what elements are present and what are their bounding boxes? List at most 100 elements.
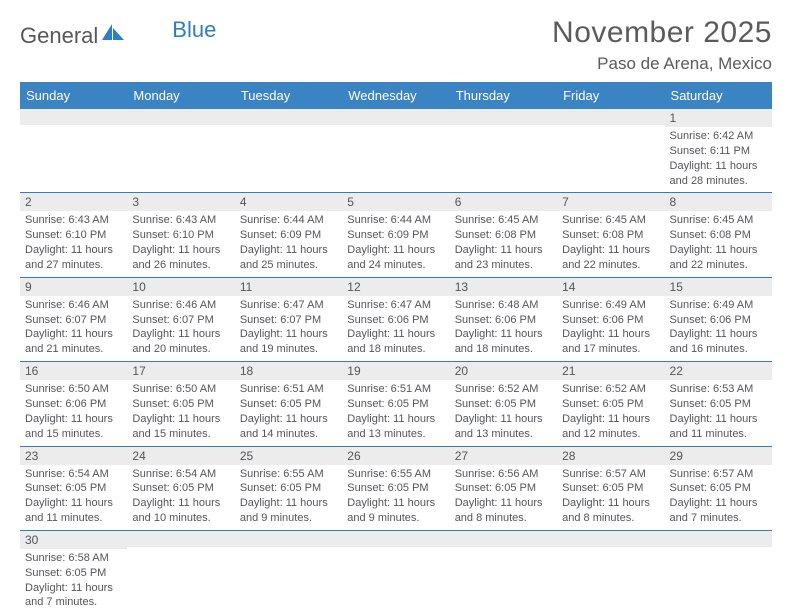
line-dl2: and 15 minutes. [132, 427, 229, 442]
brand-logo: General Blue [20, 22, 216, 49]
line-sr: Sunrise: 6:54 AM [25, 467, 122, 482]
line-sr: Sunrise: 6:46 AM [132, 298, 229, 313]
line-dl2: and 13 minutes. [347, 427, 444, 442]
day-body: Sunrise: 6:55 AMSunset: 6:05 PMDaylight:… [342, 465, 449, 530]
line-dl1: Daylight: 11 hours [240, 496, 337, 511]
day-cell: 28Sunrise: 6:57 AMSunset: 6:05 PMDayligh… [557, 446, 664, 530]
day-cell: 26Sunrise: 6:55 AMSunset: 6:05 PMDayligh… [342, 446, 449, 530]
line-dl1: Daylight: 11 hours [455, 243, 552, 258]
line-dl2: and 24 minutes. [347, 258, 444, 273]
day-cell: 17Sunrise: 6:50 AMSunset: 6:05 PMDayligh… [127, 362, 234, 446]
day-cell: 18Sunrise: 6:51 AMSunset: 6:05 PMDayligh… [235, 362, 342, 446]
line-sr: Sunrise: 6:52 AM [562, 382, 659, 397]
brand-part1: General [20, 25, 98, 47]
day-cell: 10Sunrise: 6:46 AMSunset: 6:07 PMDayligh… [127, 277, 234, 361]
line-sr: Sunrise: 6:45 AM [670, 213, 767, 228]
line-dl1: Daylight: 11 hours [240, 327, 337, 342]
day-number: 9 [20, 278, 127, 296]
day-cell: 27Sunrise: 6:56 AMSunset: 6:05 PMDayligh… [450, 446, 557, 530]
week-row: 16Sunrise: 6:50 AMSunset: 6:06 PMDayligh… [20, 362, 772, 446]
line-dl2: and 21 minutes. [25, 342, 122, 357]
line-ss: Sunset: 6:05 PM [25, 481, 122, 496]
day-number: 15 [665, 278, 772, 296]
dh-mon: Monday [127, 82, 234, 109]
line-ss: Sunset: 6:06 PM [562, 313, 659, 328]
day-body: Sunrise: 6:45 AMSunset: 6:08 PMDaylight:… [450, 211, 557, 276]
day-cell [342, 530, 449, 614]
day-cell: 21Sunrise: 6:52 AMSunset: 6:05 PMDayligh… [557, 362, 664, 446]
line-dl1: Daylight: 11 hours [25, 581, 122, 596]
day-cell: 8Sunrise: 6:45 AMSunset: 6:08 PMDaylight… [665, 193, 772, 277]
line-dl1: Daylight: 11 hours [132, 243, 229, 258]
day-cell: 12Sunrise: 6:47 AMSunset: 6:06 PMDayligh… [342, 277, 449, 361]
day-body: Sunrise: 6:47 AMSunset: 6:06 PMDaylight:… [342, 296, 449, 361]
line-dl1: Daylight: 11 hours [25, 327, 122, 342]
line-sr: Sunrise: 6:47 AM [240, 298, 337, 313]
line-dl1: Daylight: 11 hours [455, 496, 552, 511]
line-dl2: and 28 minutes. [670, 174, 767, 189]
line-dl2: and 9 minutes. [240, 511, 337, 526]
day-cell: 20Sunrise: 6:52 AMSunset: 6:05 PMDayligh… [450, 362, 557, 446]
day-cell [342, 109, 449, 193]
line-dl2: and 25 minutes. [240, 258, 337, 273]
day-cell: 9Sunrise: 6:46 AMSunset: 6:07 PMDaylight… [20, 277, 127, 361]
line-dl2: and 8 minutes. [455, 511, 552, 526]
dh-sun: Sunday [20, 82, 127, 109]
line-sr: Sunrise: 6:49 AM [562, 298, 659, 313]
day-cell: 16Sunrise: 6:50 AMSunset: 6:06 PMDayligh… [20, 362, 127, 446]
line-ss: Sunset: 6:05 PM [347, 397, 444, 412]
day-number: 22 [665, 362, 772, 380]
line-ss: Sunset: 6:08 PM [670, 228, 767, 243]
day-body: Sunrise: 6:45 AMSunset: 6:08 PMDaylight:… [557, 211, 664, 276]
line-dl2: and 18 minutes. [455, 342, 552, 357]
day-cell: 19Sunrise: 6:51 AMSunset: 6:05 PMDayligh… [342, 362, 449, 446]
day-header-row: Sunday Monday Tuesday Wednesday Thursday… [20, 82, 772, 109]
line-dl2: and 18 minutes. [347, 342, 444, 357]
day-cell: 29Sunrise: 6:57 AMSunset: 6:05 PMDayligh… [665, 446, 772, 530]
line-sr: Sunrise: 6:56 AM [455, 467, 552, 482]
day-body: Sunrise: 6:58 AMSunset: 6:05 PMDaylight:… [20, 549, 127, 614]
line-dl2: and 22 minutes. [670, 258, 767, 273]
day-body: Sunrise: 6:42 AMSunset: 6:11 PMDaylight:… [665, 127, 772, 192]
line-sr: Sunrise: 6:42 AM [670, 129, 767, 144]
line-sr: Sunrise: 6:51 AM [347, 382, 444, 397]
day-cell: 23Sunrise: 6:54 AMSunset: 6:05 PMDayligh… [20, 446, 127, 530]
day-body: Sunrise: 6:50 AMSunset: 6:05 PMDaylight:… [127, 380, 234, 445]
day-body: Sunrise: 6:57 AMSunset: 6:05 PMDaylight:… [557, 465, 664, 530]
line-ss: Sunset: 6:05 PM [562, 397, 659, 412]
day-number: 12 [342, 278, 449, 296]
line-dl1: Daylight: 11 hours [25, 496, 122, 511]
day-body: Sunrise: 6:49 AMSunset: 6:06 PMDaylight:… [557, 296, 664, 361]
day-number: 25 [235, 447, 342, 465]
day-body: Sunrise: 6:52 AMSunset: 6:05 PMDaylight:… [557, 380, 664, 445]
line-sr: Sunrise: 6:54 AM [132, 467, 229, 482]
day-number: 17 [127, 362, 234, 380]
line-dl2: and 15 minutes. [25, 427, 122, 442]
line-ss: Sunset: 6:11 PM [670, 144, 767, 159]
day-cell: 14Sunrise: 6:49 AMSunset: 6:06 PMDayligh… [557, 277, 664, 361]
day-number: 30 [20, 531, 127, 549]
line-sr: Sunrise: 6:48 AM [455, 298, 552, 313]
line-dl2: and 8 minutes. [562, 511, 659, 526]
sail-icon [100, 22, 126, 49]
line-ss: Sunset: 6:09 PM [347, 228, 444, 243]
line-sr: Sunrise: 6:52 AM [455, 382, 552, 397]
line-dl2: and 26 minutes. [132, 258, 229, 273]
line-dl1: Daylight: 11 hours [455, 412, 552, 427]
day-body: Sunrise: 6:51 AMSunset: 6:05 PMDaylight:… [235, 380, 342, 445]
location: Paso de Arena, Mexico [552, 54, 772, 74]
line-dl2: and 16 minutes. [670, 342, 767, 357]
day-number: 20 [450, 362, 557, 380]
line-ss: Sunset: 6:05 PM [132, 481, 229, 496]
day-cell: 24Sunrise: 6:54 AMSunset: 6:05 PMDayligh… [127, 446, 234, 530]
line-dl1: Daylight: 11 hours [25, 243, 122, 258]
line-dl1: Daylight: 11 hours [562, 496, 659, 511]
line-sr: Sunrise: 6:44 AM [347, 213, 444, 228]
week-row: 9Sunrise: 6:46 AMSunset: 6:07 PMDaylight… [20, 277, 772, 361]
line-dl1: Daylight: 11 hours [347, 496, 444, 511]
day-cell: 2Sunrise: 6:43 AMSunset: 6:10 PMDaylight… [20, 193, 127, 277]
line-ss: Sunset: 6:07 PM [25, 313, 122, 328]
day-cell: 7Sunrise: 6:45 AMSunset: 6:08 PMDaylight… [557, 193, 664, 277]
brand-part2: Blue [172, 19, 216, 41]
line-ss: Sunset: 6:05 PM [347, 481, 444, 496]
